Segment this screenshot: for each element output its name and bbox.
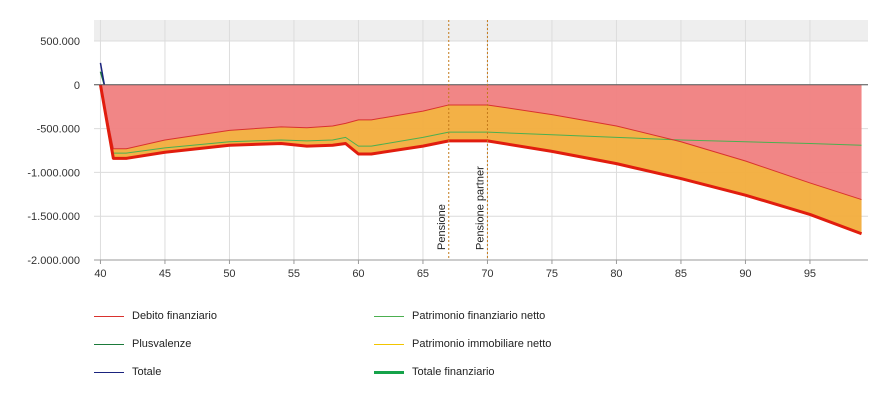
legend-swatch <box>374 315 404 317</box>
y-tick-label: -500.000 <box>37 124 80 136</box>
legend-item[interactable]: Debito finanziario <box>94 308 217 324</box>
x-tick-label: 40 <box>94 268 106 280</box>
legend-item[interactable]: Plusvalenze <box>94 336 191 352</box>
x-tick-label: 80 <box>610 268 622 280</box>
legend-label: Totale <box>132 366 162 378</box>
x-tick-label: 70 <box>481 268 493 280</box>
series-line-totale-finanziario <box>98 84 863 236</box>
legend-label: Totale finanziario <box>412 366 495 378</box>
axis-labels: 40 45 50 55 60 65 70 75 80 85 90 95 500.000 0 -500.000… <box>27 36 868 280</box>
area-fills <box>100 84 862 234</box>
legend-label: Debito finanziario <box>132 310 217 322</box>
y-tick-label: -1.000.000 <box>27 167 80 179</box>
series-lines <box>94 62 868 236</box>
financial-projection-chart: Pensione Pensione partner 40 45 50 55 60 65 70 7… <box>27 20 868 280</box>
legend-swatch <box>374 343 404 345</box>
plot-top-band <box>94 20 868 41</box>
debt-area <box>100 84 862 200</box>
legend-swatch <box>374 370 404 374</box>
event-marker-label: Pensione <box>436 204 448 250</box>
series-line-debito-finanziario <box>99 84 862 201</box>
legend-item[interactable]: Totale <box>94 364 161 380</box>
x-tick-label: 90 <box>739 268 751 280</box>
y-tick-label: -1.500.000 <box>27 211 80 223</box>
legend-item[interactable]: Patrimonio immobiliare netto <box>374 336 551 352</box>
chart-legend: Debito finanziario Patrimonio finanziario… <box>0 300 888 400</box>
x-tick-label: 60 <box>352 268 364 280</box>
x-tick-label: 95 <box>804 268 816 280</box>
x-tick-label: 85 <box>675 268 687 280</box>
x-tick-label: 65 <box>417 268 429 280</box>
x-tick-label: 45 <box>159 268 171 280</box>
legend-swatch <box>94 315 124 317</box>
y-tick-label: -2.000.000 <box>27 255 80 267</box>
legend-label: Patrimonio finanziario netto <box>412 310 546 322</box>
legend-item[interactable]: Totale finanziario <box>374 364 495 380</box>
legend-swatch <box>94 371 124 373</box>
event-marker-label: Pensione partner <box>474 166 486 250</box>
legend-label: Plusvalenze <box>132 338 192 350</box>
x-tick-label: 55 <box>288 268 300 280</box>
legend-swatch <box>94 343 124 345</box>
x-tick-label: 50 <box>223 268 235 280</box>
series-line-totale <box>99 62 106 85</box>
y-tick-label: 500.000 <box>40 36 80 48</box>
y-tick-label: 0 <box>74 80 80 92</box>
legend-label: Patrimonio immobiliare netto <box>412 338 552 350</box>
legend-item[interactable]: Patrimonio finanziario netto <box>374 308 545 324</box>
financial-total-area <box>100 84 862 234</box>
event-markers: Pensione Pensione partner <box>436 20 488 260</box>
x-tick-label: 75 <box>546 268 558 280</box>
